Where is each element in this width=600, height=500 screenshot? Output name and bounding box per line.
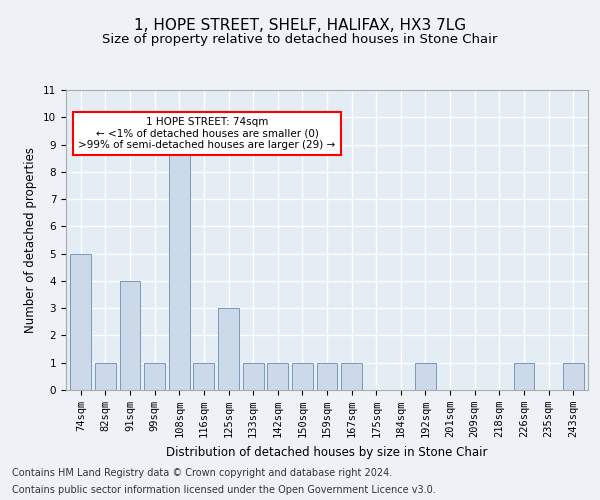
Bar [317, 362, 337, 390]
Text: 1 HOPE STREET: 74sqm
← <1% of detached houses are smaller (0)
>99% of semi-detac: 1 HOPE STREET: 74sqm ← <1% of detached h… [79, 117, 335, 150]
Bar [415, 362, 436, 390]
Bar [119, 281, 140, 390]
Text: Size of property relative to detached houses in Stone Chair: Size of property relative to detached ho… [103, 32, 497, 46]
Bar [514, 362, 535, 390]
Bar [95, 362, 116, 390]
Bar [563, 362, 584, 390]
Bar [292, 362, 313, 390]
Text: 1, HOPE STREET, SHELF, HALIFAX, HX3 7LG: 1, HOPE STREET, SHELF, HALIFAX, HX3 7LG [134, 18, 466, 32]
X-axis label: Distribution of detached houses by size in Stone Chair: Distribution of detached houses by size … [166, 446, 488, 458]
Bar [193, 362, 214, 390]
Bar [242, 362, 263, 390]
Text: Contains public sector information licensed under the Open Government Licence v3: Contains public sector information licen… [12, 485, 436, 495]
Bar [267, 362, 288, 390]
Text: Contains HM Land Registry data © Crown copyright and database right 2024.: Contains HM Land Registry data © Crown c… [12, 468, 392, 477]
Bar [144, 362, 165, 390]
Bar [169, 144, 190, 390]
Bar [218, 308, 239, 390]
Bar [70, 254, 91, 390]
Y-axis label: Number of detached properties: Number of detached properties [25, 147, 37, 333]
Bar [341, 362, 362, 390]
